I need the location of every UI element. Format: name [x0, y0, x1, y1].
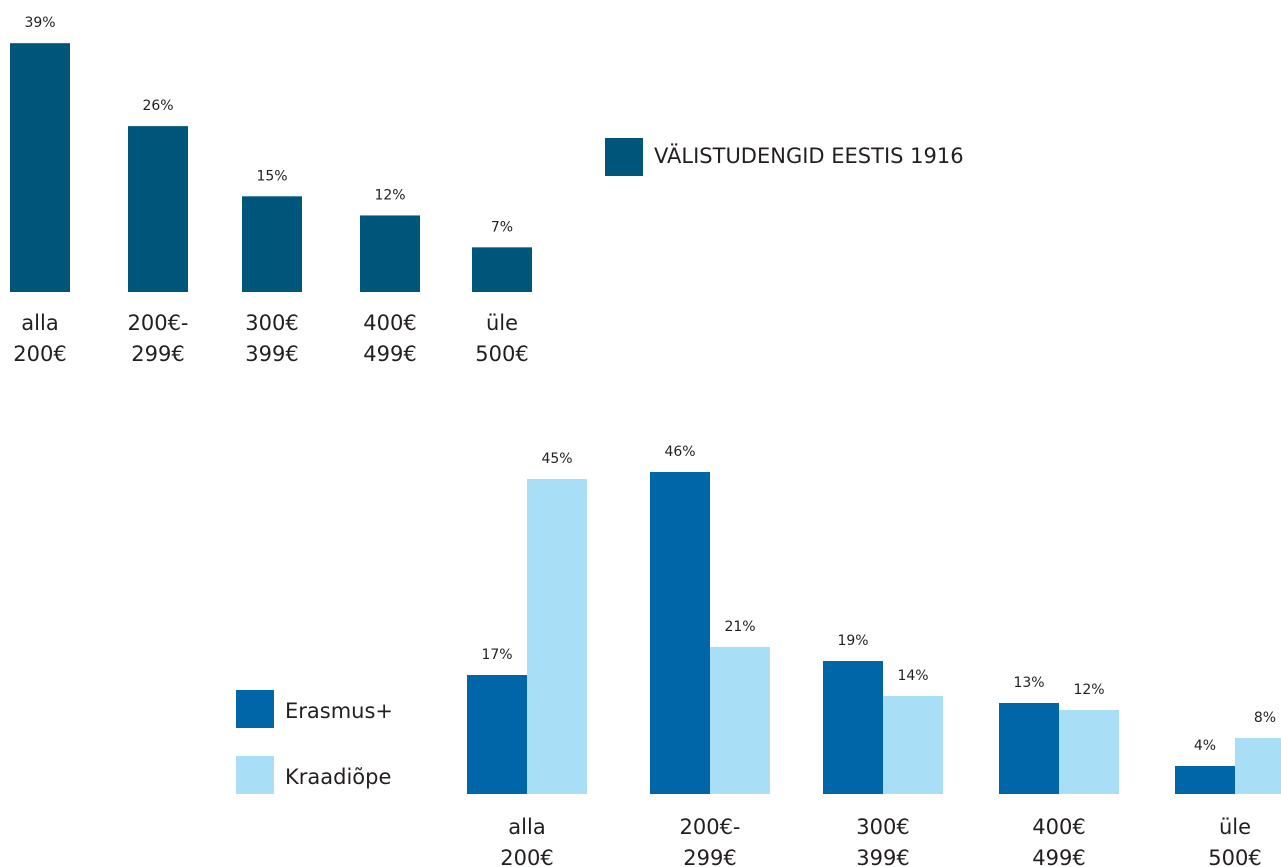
- x-tick-label: 400€ 499€: [363, 311, 416, 366]
- legend-label: Kraadiõpe: [285, 765, 391, 789]
- x-tick-label: 300€ 399€: [245, 311, 298, 366]
- bar: [1059, 710, 1119, 794]
- bar: [360, 215, 420, 292]
- value-label: 45%: [541, 451, 572, 467]
- value-label: 26%: [142, 98, 173, 114]
- value-label: 4%: [1194, 738, 1216, 754]
- x-tick-label: 200€-299€: [127, 311, 188, 366]
- legend-swatch: [236, 690, 274, 728]
- value-label: 7%: [491, 219, 513, 235]
- value-label: 46%: [664, 444, 695, 460]
- legend-swatch: [236, 756, 274, 794]
- legend-label: Erasmus+: [285, 699, 393, 723]
- bar: [467, 675, 527, 794]
- bar: [883, 696, 943, 794]
- bar: [472, 247, 532, 292]
- value-label: 12%: [374, 187, 405, 203]
- value-label: 19%: [837, 633, 868, 649]
- x-tick-label: alla 200€: [500, 815, 553, 867]
- bar: [999, 703, 1059, 794]
- bar: [1235, 738, 1281, 794]
- bar: [823, 661, 883, 794]
- bar: [1175, 766, 1235, 794]
- value-label: 14%: [897, 668, 928, 684]
- bar: [710, 647, 770, 794]
- bar: [10, 43, 70, 293]
- bar: [242, 196, 302, 292]
- x-tick-label: 400€ 499€: [1032, 815, 1085, 867]
- x-tick-label: üle 500€: [1208, 815, 1261, 867]
- x-tick-label: üle 500€: [475, 311, 528, 366]
- value-label: 12%: [1073, 682, 1104, 698]
- value-label: 17%: [481, 647, 512, 663]
- value-label: 39%: [24, 15, 55, 31]
- value-label: 13%: [1013, 675, 1044, 691]
- x-tick-label: 300€ 399€: [856, 815, 909, 867]
- legend-label: VÄLISTUDENGID EESTIS 1916: [654, 143, 964, 168]
- bar: [527, 479, 587, 794]
- value-label: 15%: [256, 168, 287, 184]
- x-tick-label: 200€-299€: [679, 815, 740, 867]
- x-tick-label: alla 200€: [13, 311, 66, 366]
- bar: [650, 472, 710, 794]
- legend-swatch: [605, 138, 643, 176]
- bar: [128, 126, 188, 293]
- value-label: 21%: [724, 619, 755, 635]
- value-label: 8%: [1254, 710, 1276, 726]
